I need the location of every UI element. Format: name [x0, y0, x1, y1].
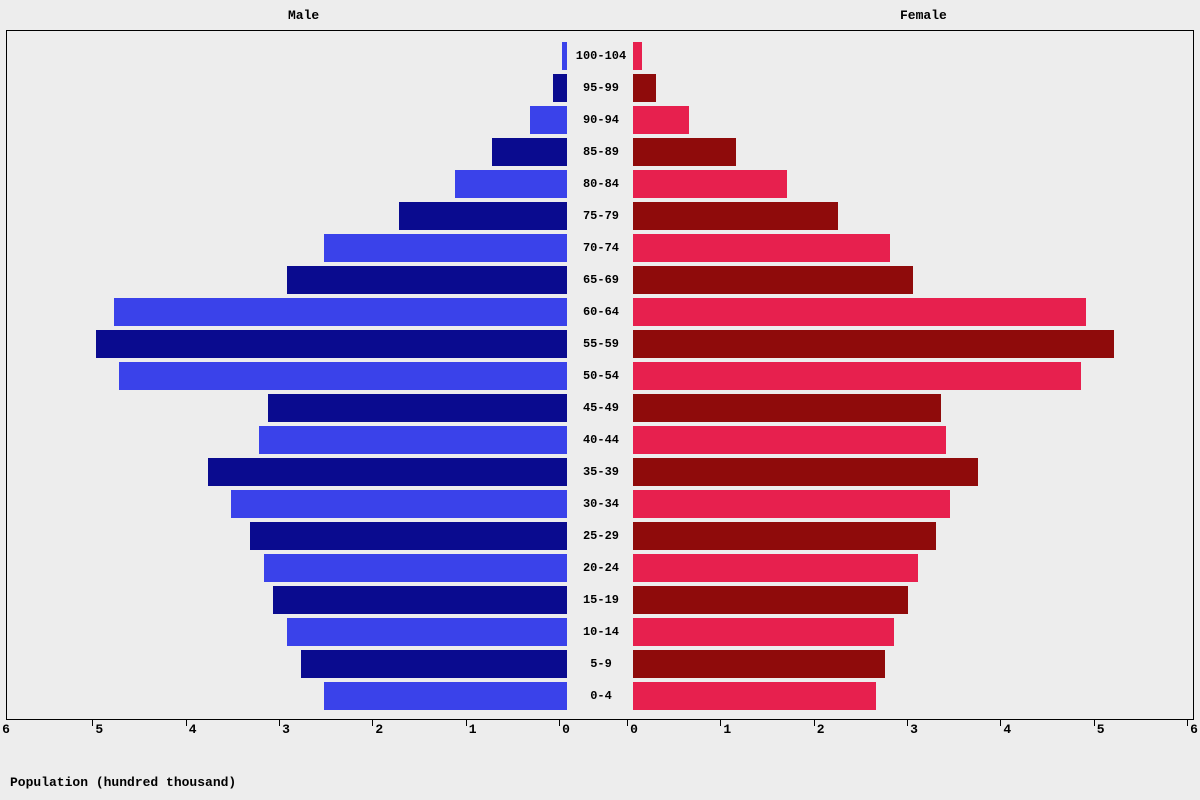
age-labels: 100-10495-9990-9485-8980-8475-7970-7465-… — [567, 31, 635, 719]
female-bar — [633, 138, 736, 166]
female-bar — [633, 202, 838, 230]
male-bars — [7, 31, 567, 719]
age-label: 90-94 — [567, 104, 635, 136]
x-tick: 5 — [95, 722, 103, 737]
female-bar — [633, 522, 936, 550]
female-bar — [633, 618, 894, 646]
age-label: 80-84 — [567, 168, 635, 200]
female-bar — [633, 170, 787, 198]
age-label: 25-29 — [567, 520, 635, 552]
male-bar — [273, 586, 567, 614]
age-label: 5-9 — [567, 648, 635, 680]
male-bar — [287, 618, 567, 646]
male-bar — [399, 202, 567, 230]
male-bar — [208, 458, 567, 486]
female-bar — [633, 586, 908, 614]
age-label: 10-14 — [567, 616, 635, 648]
x-tick: 4 — [189, 722, 197, 737]
male-bar — [324, 234, 567, 262]
x-tick: 0 — [630, 722, 638, 737]
male-bar — [114, 298, 567, 326]
x-tick: 1 — [469, 722, 477, 737]
age-label: 75-79 — [567, 200, 635, 232]
female-bar — [633, 42, 642, 70]
age-label: 45-49 — [567, 392, 635, 424]
x-tick: 3 — [282, 722, 290, 737]
male-bar — [231, 490, 567, 518]
age-label: 95-99 — [567, 72, 635, 104]
plot-area: 100-10495-9990-9485-8980-8475-7970-7465-… — [6, 30, 1194, 720]
x-axis: 65432100123456 — [6, 722, 1194, 762]
x-tick: 4 — [1003, 722, 1011, 737]
female-bar — [633, 426, 946, 454]
chart-title-male: Male — [288, 8, 319, 23]
age-label: 35-39 — [567, 456, 635, 488]
male-bar — [324, 682, 567, 710]
age-label: 65-69 — [567, 264, 635, 296]
female-bar — [633, 490, 950, 518]
age-label: 20-24 — [567, 552, 635, 584]
female-bar — [633, 682, 876, 710]
male-bar — [96, 330, 567, 358]
x-axis-label: Population (hundred thousand) — [10, 775, 236, 790]
male-bar — [455, 170, 567, 198]
male-bar — [264, 554, 567, 582]
x-tick: 2 — [817, 722, 825, 737]
x-tick: 6 — [1190, 722, 1198, 737]
x-tick: 0 — [562, 722, 570, 737]
male-bar — [301, 650, 567, 678]
female-bar — [633, 554, 918, 582]
age-label: 0-4 — [567, 680, 635, 712]
age-label: 15-19 — [567, 584, 635, 616]
female-bar — [633, 362, 1081, 390]
x-tick: 2 — [375, 722, 383, 737]
male-bar — [250, 522, 567, 550]
female-bar — [633, 458, 978, 486]
female-bar — [633, 298, 1086, 326]
x-tick: 1 — [723, 722, 731, 737]
female-bar — [633, 330, 1114, 358]
age-label: 100-104 — [567, 40, 635, 72]
male-bar — [259, 426, 567, 454]
male-bar — [119, 362, 567, 390]
female-bar — [633, 74, 656, 102]
chart-title-female: Female — [900, 8, 947, 23]
age-label: 50-54 — [567, 360, 635, 392]
female-bar — [633, 266, 913, 294]
age-label: 85-89 — [567, 136, 635, 168]
male-bar — [492, 138, 567, 166]
x-tick: 5 — [1097, 722, 1105, 737]
age-label: 40-44 — [567, 424, 635, 456]
female-bar — [633, 106, 689, 134]
male-bar — [530, 106, 567, 134]
male-bar — [287, 266, 567, 294]
x-tick: 6 — [2, 722, 10, 737]
female-bar — [633, 234, 890, 262]
male-bar — [268, 394, 567, 422]
female-bars — [633, 31, 1193, 719]
age-label: 70-74 — [567, 232, 635, 264]
age-label: 60-64 — [567, 296, 635, 328]
female-bar — [633, 650, 885, 678]
male-bar — [553, 74, 567, 102]
x-tick: 3 — [910, 722, 918, 737]
age-label: 55-59 — [567, 328, 635, 360]
age-label: 30-34 — [567, 488, 635, 520]
female-bar — [633, 394, 941, 422]
